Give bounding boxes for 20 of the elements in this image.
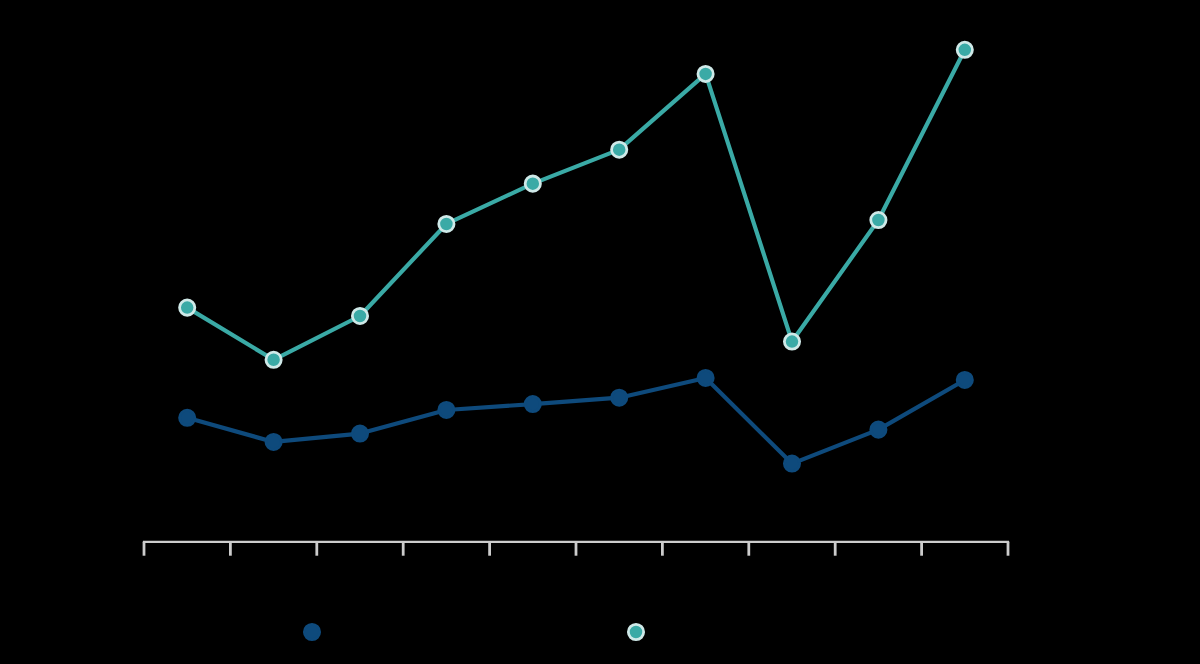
point bbox=[437, 214, 456, 234]
point bbox=[782, 332, 802, 351]
point bbox=[178, 408, 197, 427]
point bbox=[264, 350, 283, 369]
point bbox=[178, 298, 197, 317]
point bbox=[350, 306, 370, 326]
point bbox=[696, 368, 715, 388]
point bbox=[955, 370, 974, 389]
point bbox=[523, 174, 542, 193]
point bbox=[955, 40, 974, 59]
point bbox=[523, 395, 542, 414]
point bbox=[350, 424, 370, 443]
point bbox=[610, 388, 629, 407]
point bbox=[264, 432, 283, 451]
point bbox=[869, 420, 888, 439]
point bbox=[610, 140, 629, 159]
point bbox=[437, 400, 456, 419]
point bbox=[869, 211, 888, 230]
point bbox=[782, 454, 802, 473]
point bbox=[696, 64, 715, 83]
